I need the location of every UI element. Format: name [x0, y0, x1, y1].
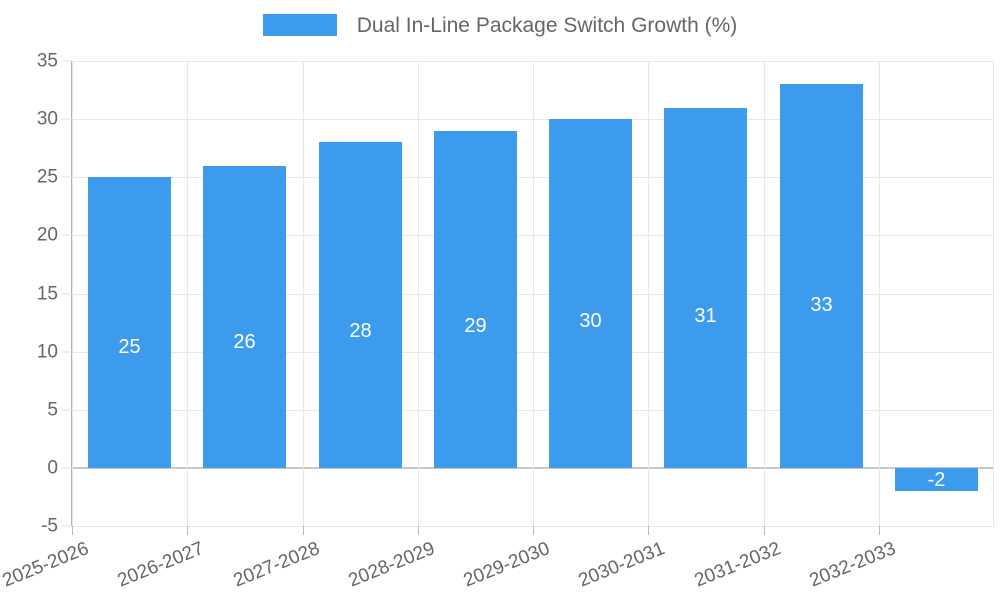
x-axis-tick-label: 2028-2029 [345, 538, 438, 592]
x-tick-mark [72, 526, 73, 535]
x-gridline [993, 61, 994, 526]
bar[interactable]: 30 [549, 119, 632, 468]
y-tick-mark [62, 118, 72, 120]
x-tick-mark [418, 526, 419, 535]
x-axis-tick-label: 2029-2030 [460, 538, 553, 592]
y-tick-mark [62, 293, 72, 294]
y-axis-tick-label: 35 [36, 50, 58, 72]
x-gridline [533, 61, 534, 526]
x-tick-mark [879, 526, 880, 535]
x-gridline [764, 61, 765, 526]
x-tick-mark [187, 526, 188, 535]
y-axis-tick-label: 30 [36, 108, 58, 130]
bar[interactable]: 29 [434, 130, 517, 468]
bar[interactable]: 31 [664, 107, 747, 468]
legend-swatch-icon [262, 14, 337, 36]
y-tick-mark [62, 176, 72, 178]
bar[interactable]: 28 [319, 142, 402, 468]
chart-legend: Dual In-Line Package Switch Growth (%) [0, 0, 1000, 50]
y-axis-tick-label: 5 [47, 399, 58, 421]
bar-value-label: 33 [810, 294, 833, 317]
plot-area: 25 26 28 29 30 31 33 -2 [62, 60, 994, 535]
bar[interactable]: 26 [203, 165, 286, 468]
bar-value-label: 26 [233, 330, 256, 353]
bar[interactable]: -2 [895, 467, 978, 492]
x-gridline [879, 61, 880, 526]
x-gridline [303, 61, 304, 526]
bar[interactable]: 25 [88, 177, 171, 468]
y-axis-tick-label: -5 [41, 515, 58, 537]
y-axis-tick-label: 25 [36, 166, 58, 188]
x-axis-tick-label: 2032-2033 [806, 538, 899, 592]
bar-value-label: -2 [927, 468, 946, 491]
x-tick-mark [648, 526, 649, 535]
x-tick-mark [303, 526, 304, 535]
bar-value-label: 31 [694, 304, 717, 327]
x-axis-tick-label: 2031-2032 [691, 538, 784, 592]
x-gridline [418, 61, 419, 526]
y-axis-tick-label: 10 [36, 341, 58, 363]
legend-label: Dual In-Line Package Switch Growth (%) [356, 13, 738, 37]
y-tick-mark [62, 234, 72, 236]
y-tick-mark [62, 467, 72, 469]
x-axis-tick-label: 2025-2026 [0, 538, 92, 592]
x-axis-tick-label: 2027-2028 [230, 538, 323, 592]
bar-value-label: 30 [579, 309, 602, 332]
legend-item-0[interactable]: Dual In-Line Package Switch Growth (%) [262, 13, 738, 37]
y-axis-tick-label: 0 [47, 457, 58, 479]
x-gridline [187, 61, 188, 526]
x-axis-tick-label: 2030-2031 [575, 538, 668, 592]
y-tick-mark [62, 60, 72, 62]
bar-value-label: 29 [464, 315, 487, 338]
y-tick-mark [62, 409, 72, 411]
y-tick-mark [62, 351, 72, 353]
bar[interactable]: 33 [780, 84, 863, 468]
bar-value-label: 25 [118, 336, 141, 359]
y-axis-tick-label: 15 [36, 283, 58, 304]
y-tick-mark [62, 525, 72, 527]
x-tick-mark [533, 526, 534, 535]
y-axis-tick-label: 20 [36, 224, 58, 246]
bar-value-label: 28 [349, 320, 372, 343]
x-tick-mark [764, 526, 765, 535]
x-gridline [72, 61, 73, 526]
x-axis-tick-label: 2026-2027 [114, 538, 207, 592]
x-gridline [648, 61, 649, 526]
